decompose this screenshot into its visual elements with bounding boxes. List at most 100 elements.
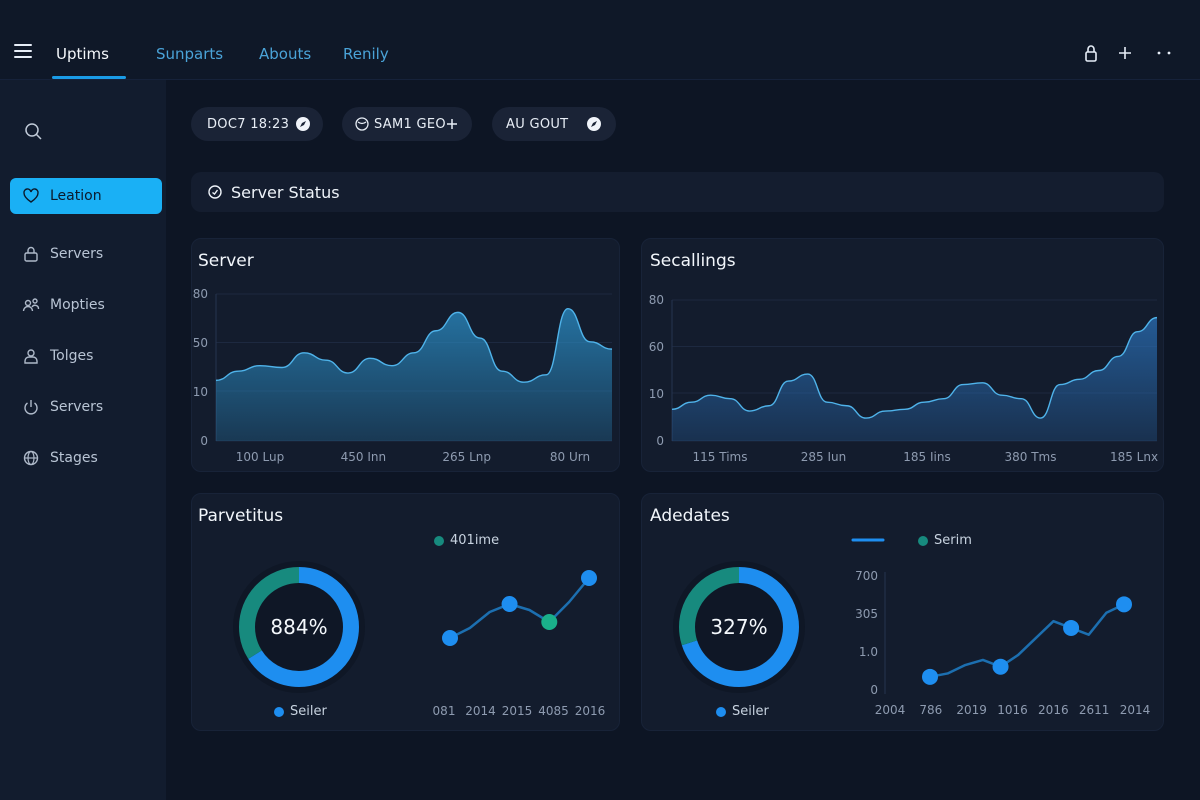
x-tick-label: 1016 (997, 703, 1028, 717)
sidebar: Leation Servers Mopties Tolges Servers (0, 80, 166, 800)
section-header: Server Status (191, 172, 1164, 212)
x-tick-label: 185 Iins (903, 450, 950, 464)
legend-dot (274, 706, 284, 717)
adedates-charts: 327% 700 305 1.0 0 2004 786 2019 1016 2016 2611 201… (673, 538, 1151, 717)
line-legend: Serim (918, 533, 972, 548)
y-tick-label: 60 (649, 340, 664, 354)
x-tick-label: 380 Tms (1005, 450, 1057, 464)
y-tick-label: 305 (855, 607, 878, 621)
x-tick-label: 80 Urn (550, 450, 590, 464)
card-title: Server (198, 251, 254, 271)
series-line (929, 603, 1125, 679)
x-tick-label: 2014 (1120, 703, 1151, 717)
legend-label: Seiler (290, 704, 327, 719)
x-tick-label: 2015 (502, 704, 533, 718)
legend-label: Serim (934, 533, 972, 548)
card-adedates: Adedates 327% 700 305 1.0 0 2004 786 2019 1016 20… (641, 493, 1164, 731)
donut-legend: Seiler (716, 704, 769, 719)
series-line (449, 577, 590, 640)
heart-icon (23, 188, 39, 203)
y-tick-label: 1.0 (859, 645, 878, 659)
x-tick-label: 285 Iun (801, 450, 846, 464)
sidebar-item-label: Servers (50, 246, 104, 262)
plus-icon[interactable] (1114, 42, 1136, 64)
data-point (501, 596, 518, 612)
legend-dot (716, 706, 726, 717)
top-bar: Uptims Sunparts Abouts Renily (0, 0, 1200, 80)
legend-dot (434, 535, 444, 546)
x-tick-label: 115 Tims (693, 450, 748, 464)
card-title: Secallings (650, 251, 736, 271)
sidebar-item-tolges[interactable]: Tolges (10, 338, 162, 374)
card-title: Parvetitus (198, 506, 284, 526)
sidebar-item-stages[interactable]: Stages (10, 440, 162, 476)
chip-sam1[interactable]: SAM1 GEO (342, 107, 472, 141)
tab-abouts[interactable]: Abouts (259, 45, 312, 63)
line-legend: 401ime (434, 533, 499, 548)
y-tick-label: 80 (193, 287, 208, 301)
area-line (215, 307, 613, 383)
data-point (1063, 619, 1080, 636)
x-tick-label: 4085 (538, 704, 569, 718)
tab-sunparts[interactable]: Sunparts (156, 45, 224, 63)
sidebar-item-leation[interactable]: Leation (10, 178, 162, 214)
sidebar-item-label: Tolges (50, 348, 94, 364)
card-parvetitus: Parvetitus 884% 081 2014 2015 4085 2016 Seile… (191, 493, 620, 731)
sidebar-item-label: Mopties (50, 297, 105, 313)
y-tick-label: 0 (200, 434, 208, 448)
tab-uptims[interactable]: Uptims (56, 45, 109, 63)
legend-label: 401ime (450, 533, 500, 548)
x-tick-label: 2016 (1038, 703, 1069, 717)
active-tab-indicator (52, 76, 126, 79)
card-secallings: Secallings 80 60 10 0 115 Tims 285 Iun 185 Iin… (641, 238, 1164, 472)
user-icon (24, 349, 38, 364)
sidebar-item-servers-2[interactable]: Servers (10, 389, 162, 425)
y-tick-label: 700 (855, 569, 878, 583)
more-icon[interactable] (1153, 42, 1175, 64)
secallings-area-chart: 80 60 10 0 115 Tims 285 Iun 185 Iins 380 Tms 185… (649, 293, 1158, 464)
users-icon (22, 298, 40, 312)
data-point (992, 658, 1009, 675)
x-tick-label: 185 Lnx (1110, 450, 1158, 464)
legend-dot (918, 535, 928, 546)
sidebar-item-servers[interactable]: Servers (10, 236, 162, 272)
y-tick-label: 0 (656, 434, 664, 448)
sidebar-item-mopties[interactable]: Mopties (10, 287, 162, 323)
compass-icon (587, 117, 601, 131)
y-tick-label: 0 (870, 683, 878, 697)
lock-icon (24, 246, 38, 262)
tab-renily[interactable]: Renily (343, 45, 389, 63)
data-point (442, 630, 458, 646)
parvetitus-donut-chart: 884% 081 2014 2015 4085 2016 (233, 561, 606, 718)
search-icon[interactable] (22, 120, 44, 142)
y-tick-label: 10 (649, 387, 664, 401)
area-fill (216, 308, 612, 441)
y-tick-label: 50 (193, 336, 208, 350)
lock-icon[interactable] (1080, 42, 1102, 64)
chip-doc7[interactable]: DOC7 18:23 (191, 107, 323, 141)
data-point (1116, 596, 1132, 613)
power-icon (24, 400, 38, 415)
x-tick-label: 265 Lnp (442, 450, 491, 464)
chip-label: SAM1 GEO (374, 116, 446, 132)
donut-slice (239, 567, 359, 687)
globe-icon (23, 450, 39, 466)
x-tick-label: 081 (433, 704, 456, 718)
sidebar-item-label: Servers (50, 399, 104, 415)
x-tick-label: 2019 (956, 703, 987, 717)
legend-label: Seiler (732, 704, 769, 719)
section-title: Server Status (231, 182, 340, 202)
donut-slice (679, 567, 799, 687)
data-point (541, 614, 558, 630)
x-tick-label: 786 (919, 703, 942, 717)
server-area-chart: 80 50 10 0 100 Lup 450 Inn 265 Lnp 80 Urn (193, 287, 613, 464)
x-tick-label: 2016 (575, 704, 606, 718)
area-fill (672, 317, 1157, 441)
globe-icon (355, 117, 369, 131)
menu-icon[interactable] (14, 44, 32, 58)
card-title: Adedates (650, 506, 730, 526)
plus-icon[interactable] (444, 116, 460, 132)
data-point (922, 668, 938, 685)
chip-label: AU GOUT (506, 116, 569, 132)
chip-au-gout[interactable]: AU GOUT (492, 107, 616, 141)
